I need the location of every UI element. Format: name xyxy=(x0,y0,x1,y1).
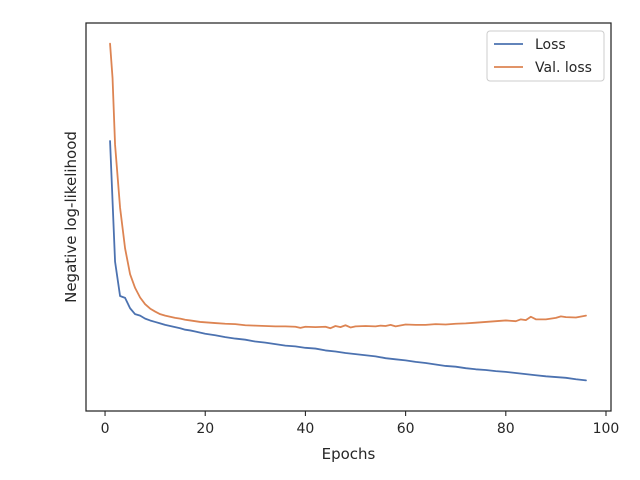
x-tick-label: 80 xyxy=(497,421,515,437)
y-axis-label: Negative log-likelihood xyxy=(62,131,80,303)
axes-frame xyxy=(85,22,612,412)
plot-area xyxy=(86,23,611,411)
x-tick-label: 100 xyxy=(593,421,620,437)
x-tick-label: 40 xyxy=(297,421,315,437)
x-tick-label: 20 xyxy=(196,421,214,437)
x-axis-label: Epochs xyxy=(322,445,376,463)
series-line-val-loss xyxy=(109,42,587,330)
x-tick-label: 60 xyxy=(397,421,415,437)
series-line-loss xyxy=(109,140,587,382)
legend-entry-label: Loss xyxy=(535,37,566,53)
plot-background xyxy=(86,23,611,411)
legend: Loss Val. loss xyxy=(486,30,605,82)
x-tick-label: 0 xyxy=(101,421,110,437)
legend-entry-label: Val. loss xyxy=(535,60,592,76)
series-layer xyxy=(109,42,587,382)
axes: 0 20 40 60 80 100 xyxy=(85,22,620,437)
